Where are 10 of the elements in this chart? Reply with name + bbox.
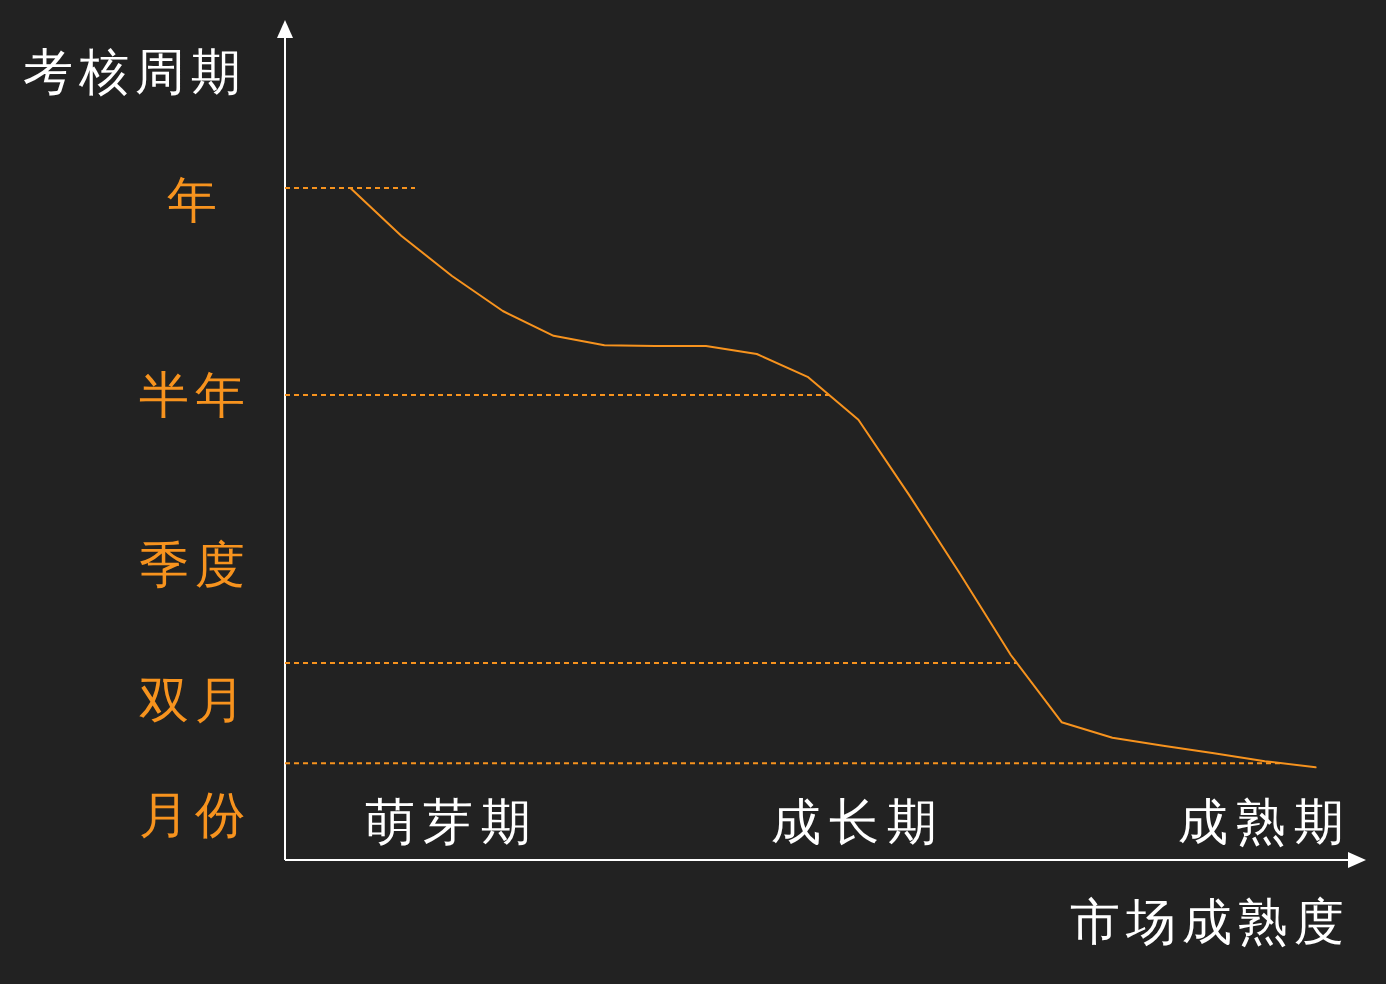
x-tick-label: 萌芽期 bbox=[365, 793, 539, 851]
x-tick-label: 成熟期 bbox=[1177, 793, 1352, 851]
x-tick-label: 成长期 bbox=[771, 793, 946, 851]
text: 季度 bbox=[139, 536, 251, 594]
y-axis-title: 考核周期 bbox=[23, 43, 247, 101]
text: 年 bbox=[167, 171, 223, 229]
text: 双月 bbox=[139, 671, 251, 729]
text: 月份 bbox=[139, 786, 251, 844]
x-axis-title: 市场成熟度 bbox=[1070, 893, 1350, 951]
text: 半年 bbox=[139, 366, 251, 424]
